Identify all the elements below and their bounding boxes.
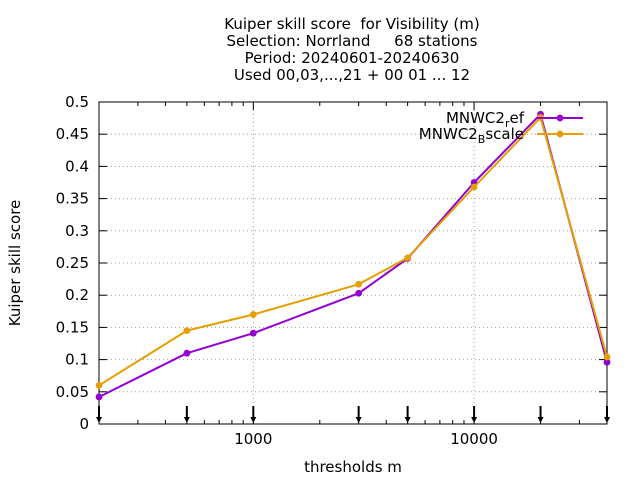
title-line: Used 00,03,...,21 + 00 01 ... 12 xyxy=(234,66,470,84)
data-point xyxy=(404,254,412,262)
x-tick-label: 1000 xyxy=(234,430,272,448)
axes: 0 0.05 0.1 0.15 0.2 0.25 0.3 0.35 0.4 0.45 0.5 1000… xyxy=(56,93,610,448)
title-line: Period: 20240601-20240630 xyxy=(245,49,460,67)
y-tick-label: 0.05 xyxy=(56,383,89,401)
data-point xyxy=(603,358,611,366)
grid xyxy=(99,102,607,424)
plot-border xyxy=(98,101,608,425)
series-layer xyxy=(95,110,611,401)
series-line-2 xyxy=(98,116,608,387)
y-tick-label: 0.35 xyxy=(56,190,89,208)
y-tick-label: 0.2 xyxy=(65,286,89,304)
threshold-arrow-head xyxy=(250,417,257,423)
legend-marker-2 xyxy=(556,130,564,138)
data-point xyxy=(183,327,191,335)
data-point xyxy=(249,329,257,337)
y-tick-label: 0.45 xyxy=(56,125,89,143)
y-tick-label: 0.5 xyxy=(65,93,89,111)
threshold-arrow-head xyxy=(183,417,190,423)
data-point xyxy=(355,289,363,297)
legend-marker-1 xyxy=(556,114,564,122)
data-point xyxy=(95,393,103,401)
chart-title: Kuiper skill score for Visibility (m)Sel… xyxy=(224,15,479,84)
y-tick-label: 0.25 xyxy=(56,254,89,272)
legend-label-2: MNWC2Bscale xyxy=(419,125,524,146)
y-tick-label: 0.15 xyxy=(56,318,89,336)
x-axis-label: thresholds m xyxy=(304,458,402,476)
y-axis-label: Kuiper skill score xyxy=(6,200,24,327)
data-point xyxy=(249,311,257,318)
x-tick-label: 10000 xyxy=(450,430,498,448)
y-tick-label: 0 xyxy=(79,415,89,433)
data-point xyxy=(603,353,611,361)
y-tick-label: 0.4 xyxy=(65,157,89,175)
title-line: Selection: Norrland 68 stations xyxy=(227,32,478,50)
series-line-1 xyxy=(98,113,608,398)
threshold-arrow-head xyxy=(404,417,411,423)
data-point xyxy=(95,381,103,389)
data-point xyxy=(355,280,363,288)
data-point xyxy=(470,183,478,191)
threshold-arrow-head xyxy=(355,417,362,423)
data-point xyxy=(183,349,191,357)
legend-label-1: MNWC2ref xyxy=(446,109,525,130)
threshold-arrow-head xyxy=(471,417,478,423)
y-tick-label: 0.1 xyxy=(65,351,89,369)
y-tick-label: 0.3 xyxy=(65,222,89,240)
threshold-arrow-head xyxy=(537,417,544,423)
title-line: Kuiper skill score for Visibility (m) xyxy=(224,15,479,33)
